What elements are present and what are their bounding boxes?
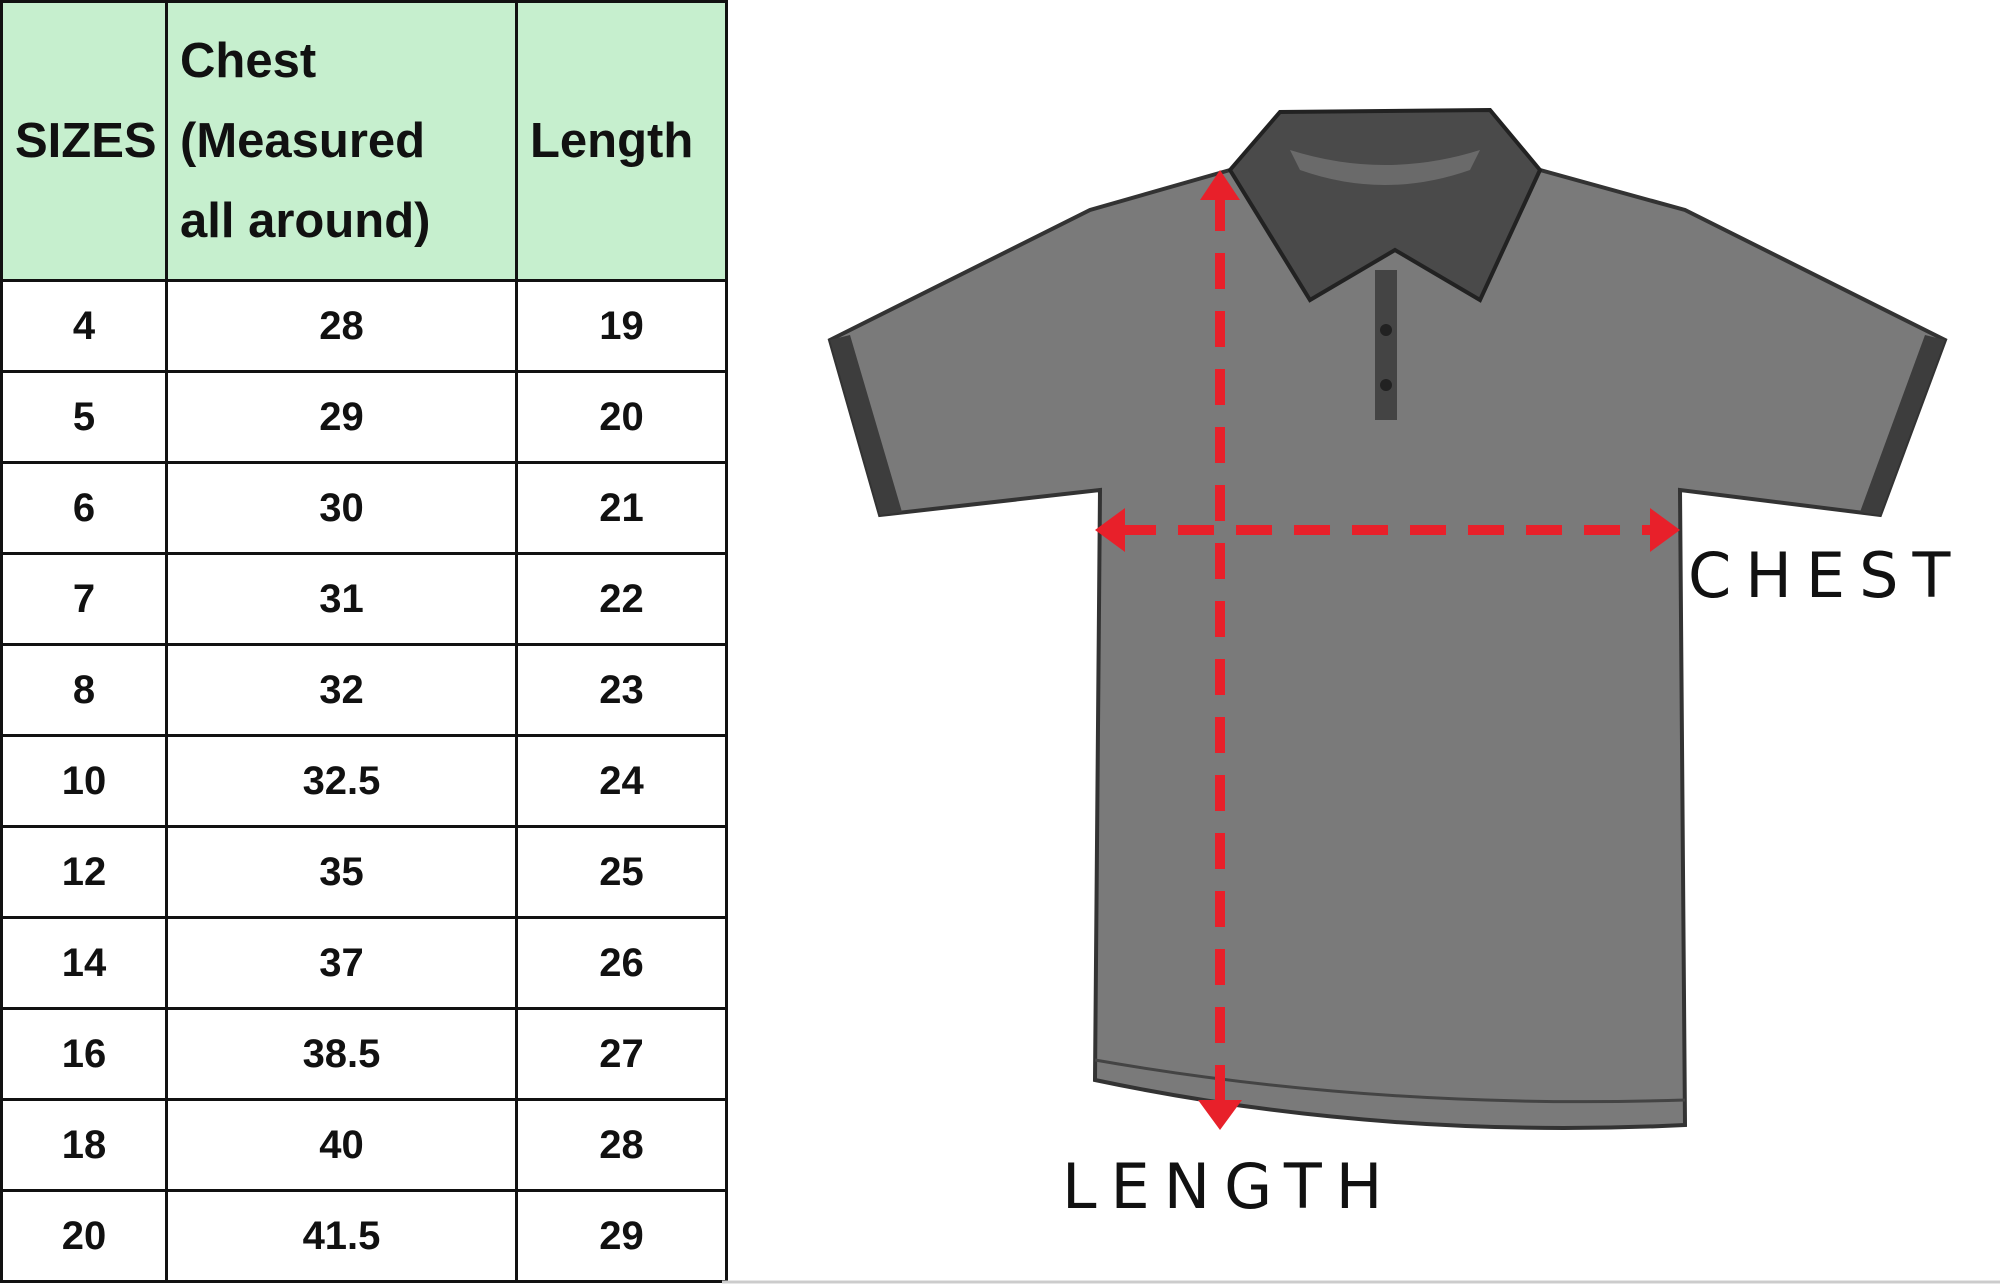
shirt-body bbox=[827, 168, 1948, 1130]
size-cell: 18 bbox=[0, 1098, 168, 1192]
right-sleeve-cuff bbox=[1860, 335, 1945, 515]
chest-cell: 30 bbox=[165, 461, 518, 555]
size-cell: 8 bbox=[0, 643, 168, 737]
chest-cell: 35 bbox=[165, 825, 518, 919]
chest-cell: 32 bbox=[165, 643, 518, 737]
chest-label: CHEST bbox=[1688, 539, 1964, 612]
size-cell: 5 bbox=[0, 370, 168, 464]
header-row: SIZES Chest (Measured all around) Length bbox=[0, 0, 728, 282]
placket bbox=[1375, 270, 1397, 420]
size-cell: 10 bbox=[0, 734, 168, 828]
header-chest-line: all around) bbox=[180, 194, 431, 248]
button-icon bbox=[1380, 379, 1392, 391]
size-cell: 6 bbox=[0, 461, 168, 555]
chest-cell: 37 bbox=[165, 916, 518, 1010]
length-cell: 20 bbox=[515, 370, 728, 464]
chest-cell: 32.5 bbox=[165, 734, 518, 828]
chest-cell: 40 bbox=[165, 1098, 518, 1192]
length-cell: 25 bbox=[515, 825, 728, 919]
chest-cell: 41.5 bbox=[165, 1189, 518, 1283]
size-cell: 14 bbox=[0, 916, 168, 1010]
length-cell: 28 bbox=[515, 1098, 728, 1192]
header-chest: Chest (Measured all around) bbox=[165, 0, 518, 282]
chest-cell: 29 bbox=[165, 370, 518, 464]
table-row: 10 32.5 24 bbox=[0, 734, 728, 828]
table-row: 16 38.5 27 bbox=[0, 1007, 728, 1101]
chest-cell: 31 bbox=[165, 552, 518, 646]
table-row: 4 28 19 bbox=[0, 279, 728, 373]
table-row: 5 29 20 bbox=[0, 370, 728, 464]
length-cell: 22 bbox=[515, 552, 728, 646]
chest-arrow bbox=[1095, 508, 1680, 552]
size-cell: 7 bbox=[0, 552, 168, 646]
size-cell: 4 bbox=[0, 279, 168, 373]
length-label: LENGTH bbox=[1062, 1150, 1396, 1223]
hem-line bbox=[1094, 1058, 1686, 1104]
header-chest-line: (Measured bbox=[180, 114, 426, 168]
table-row: 8 32 23 bbox=[0, 643, 728, 737]
table-row: 7 31 22 bbox=[0, 552, 728, 646]
collar-inner bbox=[1290, 150, 1480, 185]
polo-shirt bbox=[827, 107, 1948, 1130]
chest-cell: 38.5 bbox=[165, 1007, 518, 1101]
table-row: 18 40 28 bbox=[0, 1098, 728, 1192]
length-arrow bbox=[1198, 170, 1242, 1130]
button-icon bbox=[1380, 324, 1392, 336]
header-chest-line: Chest bbox=[180, 34, 317, 88]
length-cell: 19 bbox=[515, 279, 728, 373]
size-cell: 16 bbox=[0, 1007, 168, 1101]
header-sizes: SIZES bbox=[0, 0, 168, 282]
left-sleeve-cuff bbox=[830, 335, 902, 515]
length-cell: 21 bbox=[515, 461, 728, 555]
length-cell: 24 bbox=[515, 734, 728, 828]
length-cell: 23 bbox=[515, 643, 728, 737]
table-row: 14 37 26 bbox=[0, 916, 728, 1010]
size-chart-table: SIZES Chest (Measured all around) Length… bbox=[0, 0, 728, 1283]
size-cell: 20 bbox=[0, 1189, 168, 1283]
length-cell: 27 bbox=[515, 1007, 728, 1101]
table-row: 12 35 25 bbox=[0, 825, 728, 919]
table-row: 20 41.5 29 bbox=[0, 1189, 728, 1283]
size-cell: 12 bbox=[0, 825, 168, 919]
length-cell: 29 bbox=[515, 1189, 728, 1283]
length-cell: 26 bbox=[515, 916, 728, 1010]
table-row: 6 30 21 bbox=[0, 461, 728, 555]
header-length: Length bbox=[515, 0, 728, 282]
chest-cell: 28 bbox=[165, 279, 518, 373]
